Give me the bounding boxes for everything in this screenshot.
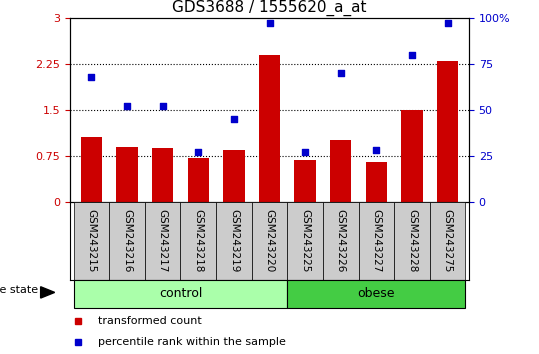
Bar (116, 147, 138, 202)
Bar (145, 202, 181, 280)
Bar (223, 150, 245, 202)
Text: obese: obese (357, 287, 395, 300)
Polygon shape (40, 287, 54, 298)
Text: control: control (159, 287, 202, 300)
Bar (394, 202, 430, 280)
Point (443, 21, 452, 26)
Point (87, 74, 96, 79)
Point (123, 103, 132, 109)
Text: GSM243275: GSM243275 (443, 209, 453, 273)
Bar (330, 141, 351, 202)
Point (407, 52, 416, 57)
Bar (216, 202, 252, 280)
Text: GSM243227: GSM243227 (371, 209, 381, 273)
Point (230, 116, 238, 122)
Bar (358, 202, 394, 280)
Bar (437, 61, 458, 202)
Title: GDS3688 / 1555620_a_at: GDS3688 / 1555620_a_at (172, 0, 367, 16)
Text: GSM243216: GSM243216 (122, 209, 132, 273)
Bar (365, 162, 387, 202)
Text: GSM243225: GSM243225 (300, 209, 310, 273)
Point (336, 70, 345, 76)
Bar (259, 55, 280, 202)
Bar (181, 202, 216, 280)
Text: GSM243215: GSM243215 (86, 209, 96, 273)
Point (158, 103, 167, 109)
Text: GSM243217: GSM243217 (158, 209, 168, 273)
Bar (81, 137, 102, 202)
Bar (323, 202, 358, 280)
Text: disease state: disease state (0, 285, 39, 295)
Point (301, 149, 309, 155)
Bar (430, 202, 465, 280)
Bar (74, 202, 109, 280)
Text: GSM243218: GSM243218 (194, 209, 203, 273)
Point (372, 147, 381, 153)
Text: GSM243220: GSM243220 (265, 209, 274, 272)
Text: transformed count: transformed count (98, 316, 202, 326)
Bar (152, 148, 174, 202)
Bar (294, 160, 316, 202)
Bar (109, 202, 145, 280)
Text: percentile rank within the sample: percentile rank within the sample (98, 337, 286, 348)
Point (194, 149, 203, 155)
Bar (401, 110, 423, 202)
Text: GSM243226: GSM243226 (336, 209, 345, 273)
Bar (287, 280, 465, 308)
Bar (188, 158, 209, 202)
Text: GSM243219: GSM243219 (229, 209, 239, 273)
Bar (252, 202, 287, 280)
Bar (287, 202, 323, 280)
Point (265, 21, 274, 26)
Text: GSM243228: GSM243228 (407, 209, 417, 273)
Bar (74, 280, 287, 308)
